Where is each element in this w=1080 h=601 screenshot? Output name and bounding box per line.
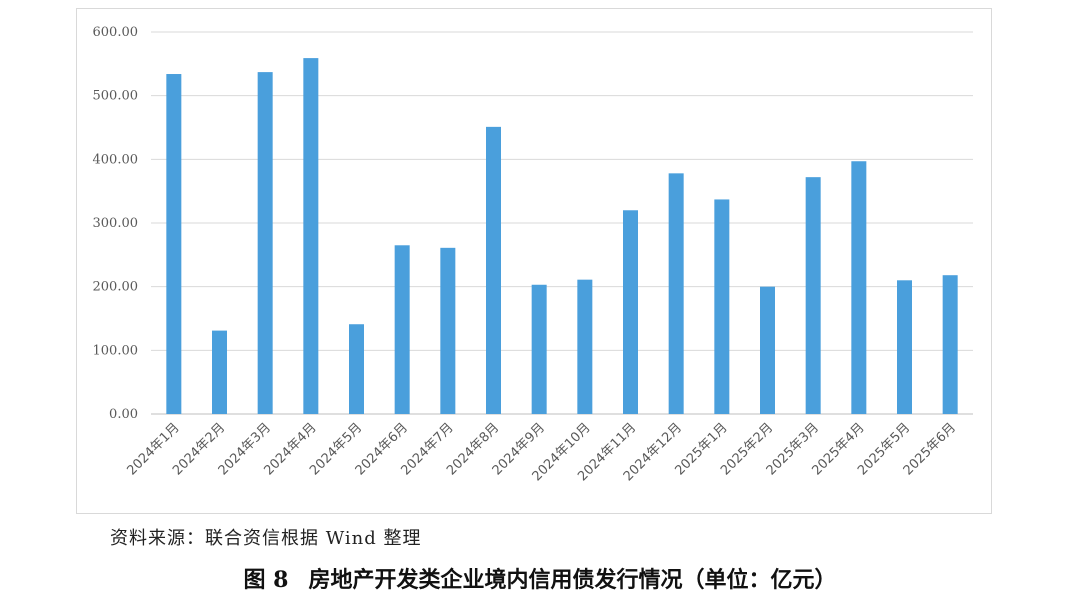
y-axis-ticks: 0.00 100.00 200.00 300.00 400.00 500.00 600.00 xyxy=(93,25,139,422)
y-tick-label: 0.00 xyxy=(109,407,138,422)
chart-frame: 0.00 100.00 200.00 300.00 400.00 500.00 600.00… xyxy=(76,8,992,514)
bar-chart: 0.00 100.00 200.00 300.00 400.00 500.00 600.00… xyxy=(93,25,973,484)
bar xyxy=(349,324,364,414)
y-tick-label: 100.00 xyxy=(93,343,139,358)
bar xyxy=(577,279,593,414)
figure-number: 图 8 xyxy=(243,567,289,593)
bar xyxy=(303,58,319,414)
gridlines xyxy=(151,31,973,415)
bar xyxy=(257,72,273,415)
bar xyxy=(714,199,730,414)
figure-caption: 图 8 房地产开发类企业境内信用债发行情况（单位：亿元） xyxy=(0,562,1080,594)
y-tick-label: 600.00 xyxy=(93,25,139,40)
bar xyxy=(897,280,912,414)
bar xyxy=(942,275,958,414)
bar xyxy=(166,74,182,415)
bar xyxy=(394,245,410,414)
bar xyxy=(531,284,547,414)
x-axis-ticks: 2024年1月2024年2月2024年3月2024年4月2024年5月2024年… xyxy=(124,420,959,484)
bar xyxy=(760,286,775,414)
source-note: 资料来源：联合资信根据 Wind 整理 xyxy=(110,528,422,549)
y-tick-label: 200.00 xyxy=(93,280,139,295)
y-tick-label: 400.00 xyxy=(93,152,139,167)
bar xyxy=(851,161,867,414)
y-tick-label: 300.00 xyxy=(93,216,139,231)
bar xyxy=(486,126,501,414)
bar xyxy=(440,247,456,414)
bar xyxy=(805,177,821,414)
bar xyxy=(623,210,638,414)
y-tick-label: 500.00 xyxy=(93,89,139,104)
bar xyxy=(212,330,227,414)
bars xyxy=(166,58,958,415)
bar xyxy=(668,173,684,414)
figure-title: 房地产开发类企业境内信用债发行情况（单位：亿元） xyxy=(308,567,837,593)
